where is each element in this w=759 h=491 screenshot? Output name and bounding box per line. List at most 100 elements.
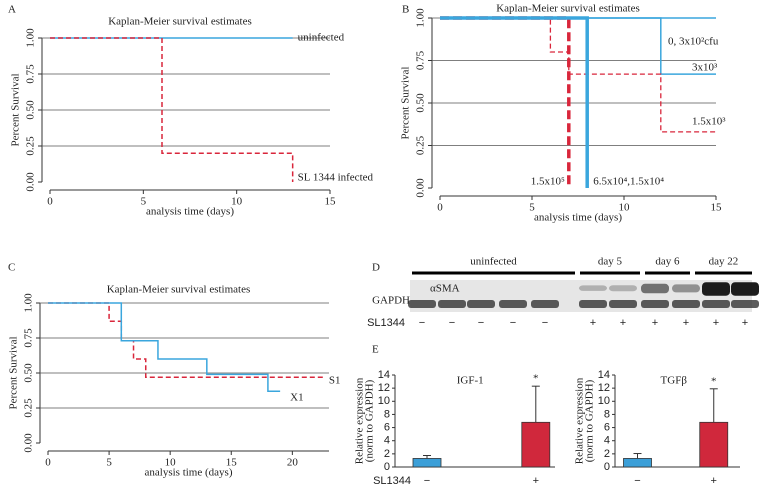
x-tick-label: 20 [287,457,299,469]
y-axis-label: Relative expression [354,377,366,464]
treatment-sign: + [590,317,596,329]
significance-mark: * [533,373,539,385]
y-tick-label: 10 [378,395,390,407]
treatment-sign: − [478,317,484,329]
y-tick-label: 12 [598,382,610,394]
group-label: uninfected [470,256,517,268]
chart-title: TGFβ [661,375,688,387]
series-label: 0, 3x10²cfu [668,36,719,48]
survival-line [48,302,281,392]
treatment-sign: − [419,317,425,329]
bar [412,458,442,468]
band [609,300,637,308]
survival-line [50,37,294,182]
band [731,300,759,308]
y-tick-label: 0 [604,461,610,473]
band [499,300,527,308]
panel-letter: E [372,344,379,356]
band [702,300,730,308]
y-tick-label: 0.00 [23,433,35,453]
band [579,300,607,308]
x-axis-label: SL1344 [373,475,411,487]
panel-letter: C [8,262,15,274]
x-tick-label: − [634,475,640,487]
x-tick-label: 10 [165,457,177,469]
band [731,282,759,296]
series-label: 1.5x10⁵ [531,176,565,188]
survival-line [440,16,589,188]
x-tick-label: − [424,475,430,487]
chart-title: IGF-1 [457,375,484,387]
x-tick-label: 0 [45,457,51,469]
y-tick-label: 14 [598,369,610,381]
treatment-sign: + [620,317,626,329]
panel-letter: A [8,4,16,16]
y-tick-label: 10 [598,395,610,407]
y-tick-label: 1.00 [23,293,35,313]
band [438,300,466,308]
bar [623,458,652,468]
x-axis-label: analysis time (days) [145,467,233,479]
significance-mark: * [711,375,717,387]
y-tick-label: 0.00 [415,178,427,198]
bar [521,421,551,468]
survival-line [440,17,716,133]
x-tick-label: 15 [711,202,723,214]
band [609,285,637,292]
panel-letter: D [372,262,380,274]
y-tick-label: 4 [604,435,610,447]
treatment-sign: + [742,317,748,329]
y-tick-label: 14 [378,369,390,381]
band [672,300,700,308]
band [641,283,669,294]
band [641,300,669,308]
y-tick-label: 2 [384,448,390,460]
group-label: day 22 [709,256,739,268]
treatment-sign: − [510,317,516,329]
y-tick-label: 0.50 [25,100,37,120]
y-tick-label: 0.75 [25,64,37,84]
x-tick-label: 5 [529,202,535,214]
y-tick-label: 1.00 [415,8,427,28]
row-label: GAPDH [372,295,410,307]
y-tick-label: 4 [384,435,390,447]
x-tick-label: 0 [437,202,443,214]
group-label: day 6 [655,256,680,268]
x-tick-label: 0 [47,196,53,208]
x-tick-label: 10 [619,202,631,214]
y-tick-label: 0.25 [25,136,37,156]
chart-title: Kaplan-Meier survival estimates [496,3,640,15]
band [672,284,700,293]
band [408,300,436,308]
series-label: 1.5x10³ [692,115,726,127]
panel-letter: B [402,4,409,16]
chart-title: Kaplan-Meier survival estimates [107,284,251,296]
series-label: X1 [290,392,303,404]
y-axis-label: Percent Survival [8,336,20,409]
x-tick-label: + [711,475,717,487]
x-tick-label: + [533,475,539,487]
y-tick-label: 0.50 [23,363,35,383]
survival-line [48,302,323,378]
y-tick-label: 6 [384,421,390,433]
y-tick-label: 8 [384,408,390,420]
series-label: 3x10³ [692,62,718,74]
x-tick-label: 5 [106,457,112,469]
x-tick-label: 5 [141,196,147,208]
group-label: day 5 [598,256,623,268]
y-tick-label: 2 [604,448,610,460]
treatment-sign: + [652,317,658,329]
y-axis-label: Percent Survival [10,73,22,146]
bar [699,421,729,468]
row-label: αSMA [430,283,460,295]
y-tick-label: 0.25 [415,135,427,155]
y-tick-label: 0 [384,461,390,473]
band [702,282,730,296]
y-axis-label: (norm to GAPDH) [364,379,376,462]
band [531,300,559,308]
y-tick-label: 12 [378,382,390,394]
y-tick-label: 0.25 [23,398,35,418]
series-label: uninfected [298,32,345,44]
y-tick-label: 0.75 [415,50,427,70]
